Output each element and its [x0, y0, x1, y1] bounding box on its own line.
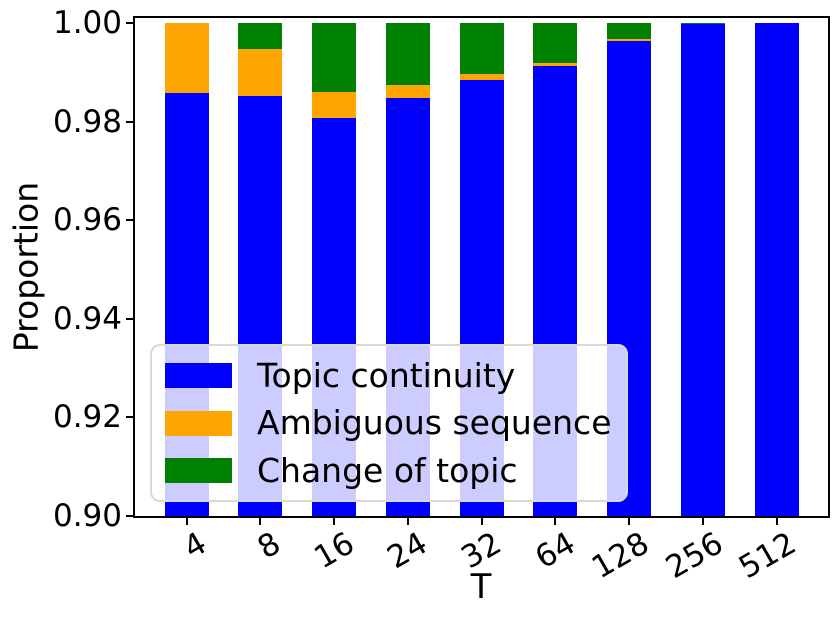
bar-segment-ambiguous-sequence — [385, 84, 430, 98]
bar-segment-ambiguous-sequence — [533, 63, 578, 67]
legend: Topic continuity Ambiguous sequence Chan… — [150, 344, 628, 502]
bar-T-512 — [754, 23, 799, 516]
legend-item-topic-continuity: Topic continuity — [165, 355, 626, 395]
legend-item-change-of-topic: Change of topic — [165, 450, 626, 490]
x-tick-mark — [259, 518, 262, 525]
bar-segment-change-of-topic — [607, 22, 651, 39]
bar-segment-topic-continuity — [754, 23, 799, 516]
legend-swatch-green — [165, 458, 232, 483]
x-tick-label: 512 — [733, 525, 803, 587]
x-tick-label: 64 — [529, 525, 582, 577]
x-tick-mark — [628, 518, 630, 525]
legend-label: Change of topic — [257, 450, 518, 490]
legend-item-ambiguous-sequence: Ambiguous sequence — [165, 405, 626, 441]
bar-segment-ambiguous-sequence — [164, 22, 209, 93]
x-tick-label: 16 — [307, 525, 360, 577]
x-tick-mark — [333, 518, 335, 525]
x-tick-mark — [480, 518, 483, 525]
x-tick-label: 128 — [585, 525, 655, 587]
y-tick-label: 0.98 — [52, 103, 122, 140]
legend-swatch-orange — [165, 410, 232, 436]
x-tick-label: 8 — [251, 525, 287, 567]
x-tick-label: 4 — [177, 525, 213, 567]
bar-segment-change-of-topic — [385, 23, 430, 86]
y-tick-label: 0.96 — [52, 202, 122, 239]
bar-segment-ambiguous-sequence — [312, 91, 356, 118]
x-tick-label: 256 — [659, 525, 729, 587]
legend-label: Topic continuity — [257, 355, 516, 395]
x-tick-mark — [185, 518, 188, 525]
y-tick-label: 0.90 — [52, 498, 122, 534]
x-tick-mark — [701, 518, 704, 525]
legend-swatch-blue — [165, 363, 232, 388]
bar-segment-ambiguous-sequence — [238, 48, 283, 96]
x-tick-mark — [775, 518, 778, 525]
bar-segment-change-of-topic — [533, 23, 578, 64]
y-tick-label: 0.94 — [52, 300, 122, 337]
y-tick-label: 0.92 — [52, 399, 122, 436]
x-axis-label: T — [470, 567, 492, 607]
bar-segment-ambiguous-sequence — [459, 74, 504, 81]
bar-segment-change-of-topic — [459, 23, 504, 75]
bar-segment-change-of-topic — [238, 22, 283, 49]
x-tick-mark — [554, 518, 557, 525]
y-tick-mark — [126, 120, 133, 123]
legend-label: Ambiguous sequence — [257, 403, 612, 442]
x-tick-label: 24 — [381, 525, 434, 577]
y-tick-mark — [126, 515, 133, 517]
bar-segment-ambiguous-sequence — [607, 38, 651, 41]
bar-segment-change-of-topic — [312, 23, 356, 93]
bar-segment-topic-continuity — [680, 24, 725, 516]
bar-T-256 — [680, 23, 725, 516]
bar-segment-change-of-topic — [680, 23, 725, 24]
x-tick-mark — [406, 518, 409, 525]
y-tick-label: 1.00 — [52, 5, 122, 41]
y-tick-mark — [126, 416, 133, 419]
y-tick-mark — [126, 219, 133, 222]
y-tick-mark — [126, 22, 133, 24]
y-tick-mark — [126, 317, 133, 320]
